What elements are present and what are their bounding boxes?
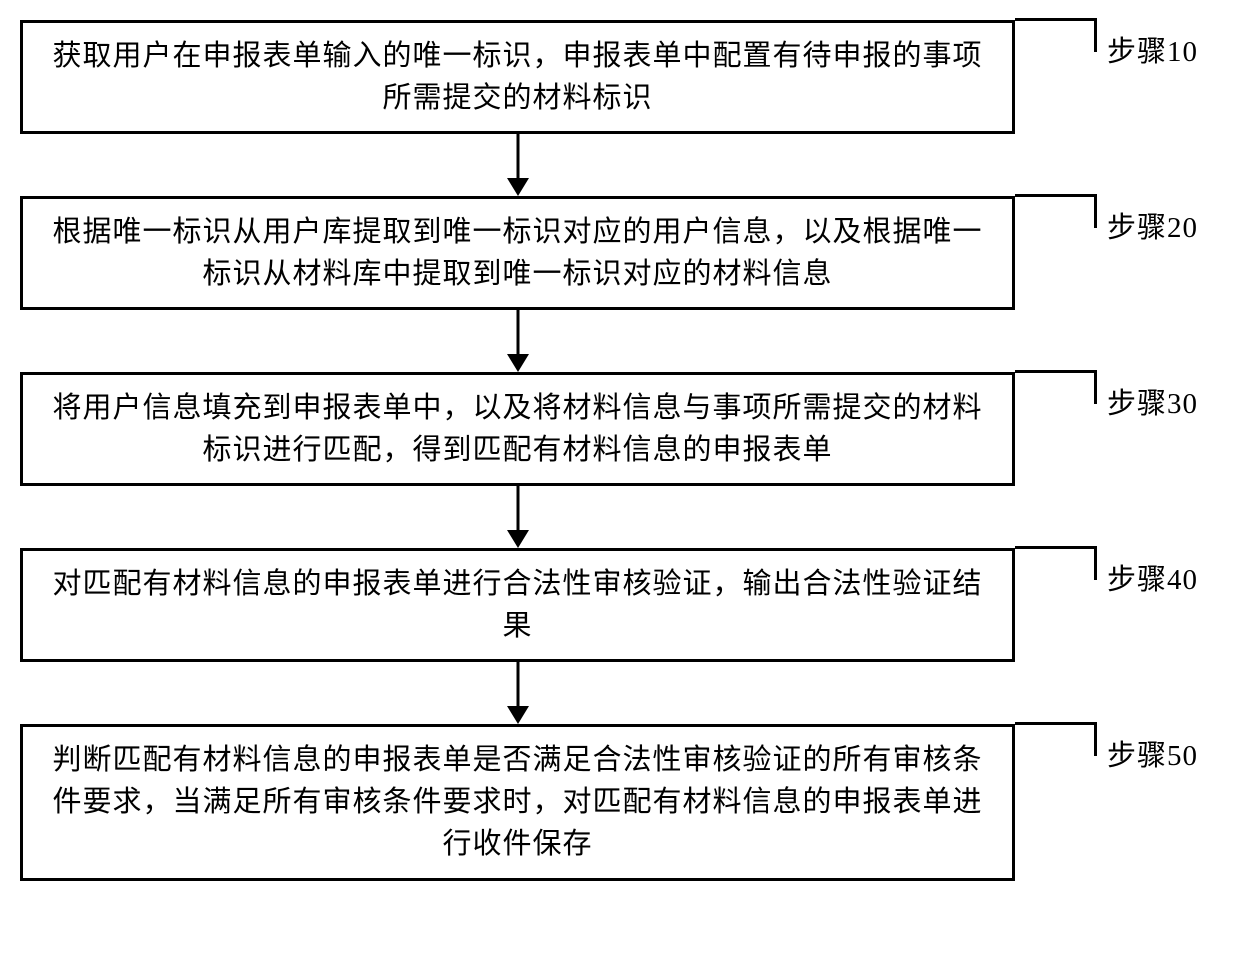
arrow-head-icon: [507, 530, 529, 548]
step-label: 步骤50: [1107, 732, 1198, 774]
bracket-line: [1015, 722, 1097, 756]
bracket-line: [1015, 546, 1097, 580]
step-row: 将用户信息填充到申报表单中，以及将材料信息与事项所需提交的材料标识进行匹配，得到…: [20, 372, 1220, 486]
step-box: 获取用户在申报表单输入的唯一标识，申报表单中配置有待申报的事项所需提交的材料标识: [20, 20, 1015, 134]
bracket-line: [1015, 18, 1097, 52]
step-text: 判断匹配有材料信息的申报表单是否满足合法性审核验证的所有审核条件要求，当满足所有…: [47, 739, 988, 865]
arrow-line: [516, 662, 519, 710]
connector: [20, 134, 1015, 196]
connector: [20, 310, 1015, 372]
bracket-line: [1015, 194, 1097, 228]
step-text: 根据唯一标识从用户库提取到唯一标识对应的用户信息，以及根据唯一标识从材料库中提取…: [47, 211, 988, 295]
connector: [20, 486, 1015, 548]
step-text: 将用户信息填充到申报表单中，以及将材料信息与事项所需提交的材料标识进行匹配，得到…: [47, 387, 988, 471]
step-label-wrap: 步骤50: [1015, 724, 1215, 764]
step-label: 步骤40: [1107, 556, 1198, 598]
connector: [20, 662, 1015, 724]
step-box: 对匹配有材料信息的申报表单进行合法性审核验证，输出合法性验证结果: [20, 548, 1015, 662]
arrow-head-icon: [507, 706, 529, 724]
step-row: 对匹配有材料信息的申报表单进行合法性审核验证，输出合法性验证结果 步骤40: [20, 548, 1220, 662]
step-label: 步骤10: [1107, 28, 1198, 70]
bracket-line: [1015, 370, 1097, 404]
step-box: 根据唯一标识从用户库提取到唯一标识对应的用户信息，以及根据唯一标识从材料库中提取…: [20, 196, 1015, 310]
step-text: 对匹配有材料信息的申报表单进行合法性审核验证，输出合法性验证结果: [47, 563, 988, 647]
arrow-line: [516, 310, 519, 358]
step-label-wrap: 步骤40: [1015, 548, 1215, 588]
step-box: 判断匹配有材料信息的申报表单是否满足合法性审核验证的所有审核条件要求，当满足所有…: [20, 724, 1015, 880]
flowchart-container: 获取用户在申报表单输入的唯一标识，申报表单中配置有待申报的事项所需提交的材料标识…: [20, 20, 1220, 881]
arrow-line: [516, 134, 519, 182]
step-label-wrap: 步骤30: [1015, 372, 1215, 412]
arrow-head-icon: [507, 178, 529, 196]
step-row: 获取用户在申报表单输入的唯一标识，申报表单中配置有待申报的事项所需提交的材料标识…: [20, 20, 1220, 134]
step-label-wrap: 步骤20: [1015, 196, 1215, 236]
step-label-wrap: 步骤10: [1015, 20, 1215, 60]
step-label: 步骤20: [1107, 204, 1198, 246]
arrow-line: [516, 486, 519, 534]
arrow-head-icon: [507, 354, 529, 372]
step-label: 步骤30: [1107, 380, 1198, 422]
step-row: 根据唯一标识从用户库提取到唯一标识对应的用户信息，以及根据唯一标识从材料库中提取…: [20, 196, 1220, 310]
step-row: 判断匹配有材料信息的申报表单是否满足合法性审核验证的所有审核条件要求，当满足所有…: [20, 724, 1220, 880]
step-box: 将用户信息填充到申报表单中，以及将材料信息与事项所需提交的材料标识进行匹配，得到…: [20, 372, 1015, 486]
step-text: 获取用户在申报表单输入的唯一标识，申报表单中配置有待申报的事项所需提交的材料标识: [47, 35, 988, 119]
